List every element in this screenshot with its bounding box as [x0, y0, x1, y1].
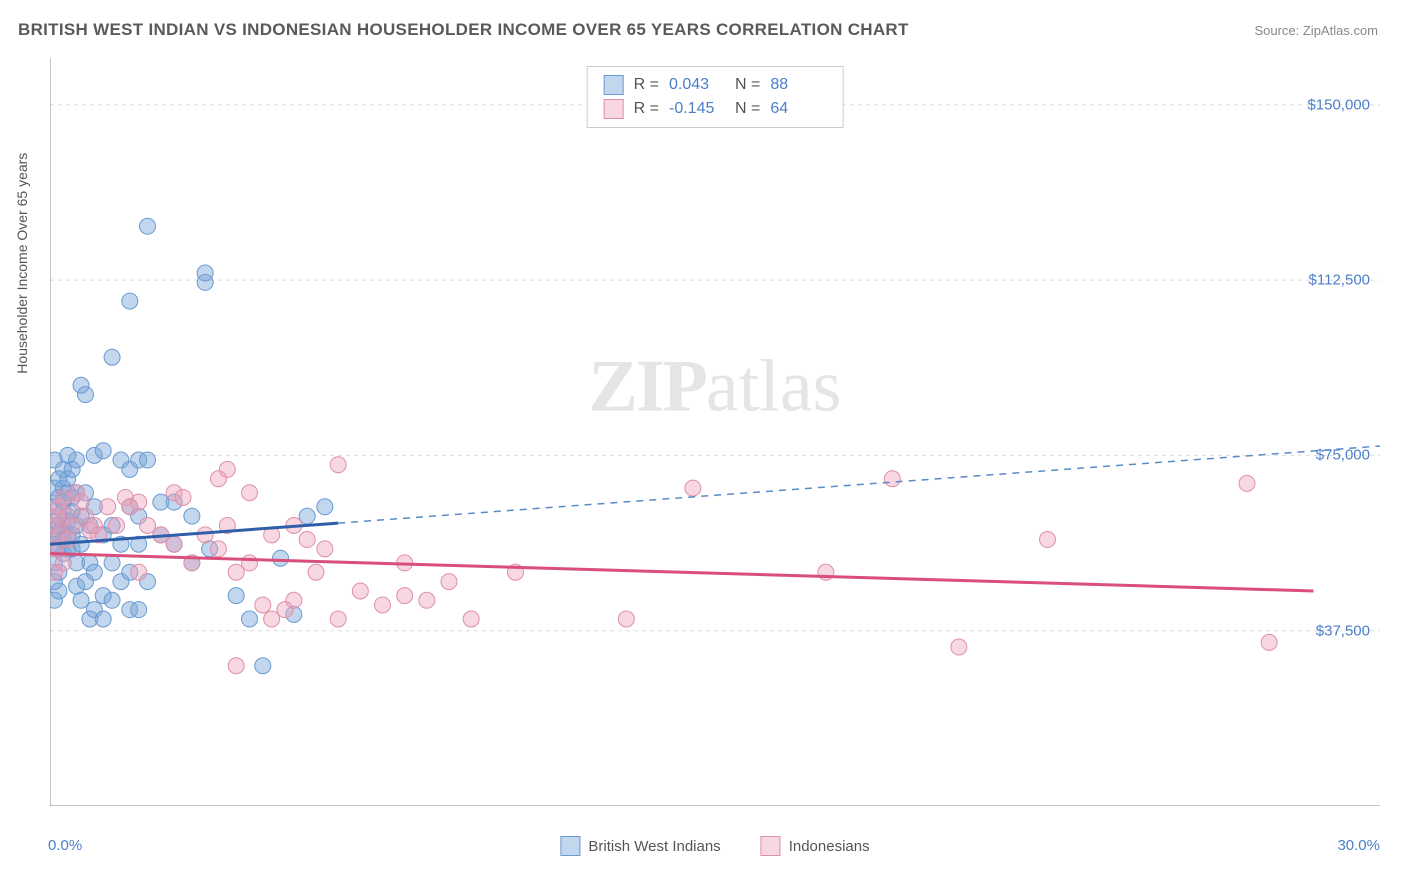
- series-name: British West Indians: [588, 838, 720, 855]
- r-value: -0.145: [669, 100, 725, 118]
- chart-container: Householder Income Over 65 years ZIPatla…: [50, 58, 1380, 806]
- chart-title: BRITISH WEST INDIAN VS INDONESIAN HOUSEH…: [18, 20, 909, 40]
- y-tick-label: $75,000: [1316, 447, 1370, 464]
- legend-swatch: [604, 99, 624, 119]
- series-legend: British West Indians Indonesians: [560, 836, 869, 856]
- x-axis-max-label: 30.0%: [1337, 837, 1380, 854]
- y-axis-label: Householder Income Over 65 years: [14, 153, 30, 374]
- y-tick-label: $112,500: [1309, 272, 1370, 289]
- series-name: Indonesians: [789, 838, 870, 855]
- r-value: 0.043: [669, 76, 725, 94]
- correlation-legend-row: R = 0.043 N = 88: [604, 73, 827, 97]
- n-label: N =: [735, 100, 760, 118]
- legend-swatch: [604, 75, 624, 95]
- r-label: R =: [634, 100, 659, 118]
- y-tick-label: $37,500: [1316, 622, 1370, 639]
- correlation-legend: R = 0.043 N = 88 R = -0.145 N = 64: [587, 66, 844, 128]
- legend-item: British West Indians: [560, 836, 720, 856]
- source-label: Source: ZipAtlas.com: [1254, 23, 1378, 38]
- legend-item: Indonesians: [761, 836, 870, 856]
- r-label: R =: [634, 76, 659, 94]
- scatter-plot: [50, 58, 1380, 806]
- correlation-legend-row: R = -0.145 N = 64: [604, 97, 827, 121]
- x-axis-min-label: 0.0%: [48, 837, 82, 854]
- n-label: N =: [735, 76, 760, 94]
- legend-swatch: [560, 836, 580, 856]
- n-value: 88: [770, 76, 826, 94]
- legend-swatch: [761, 836, 781, 856]
- n-value: 64: [770, 100, 826, 118]
- y-tick-label: $150,000: [1307, 96, 1370, 113]
